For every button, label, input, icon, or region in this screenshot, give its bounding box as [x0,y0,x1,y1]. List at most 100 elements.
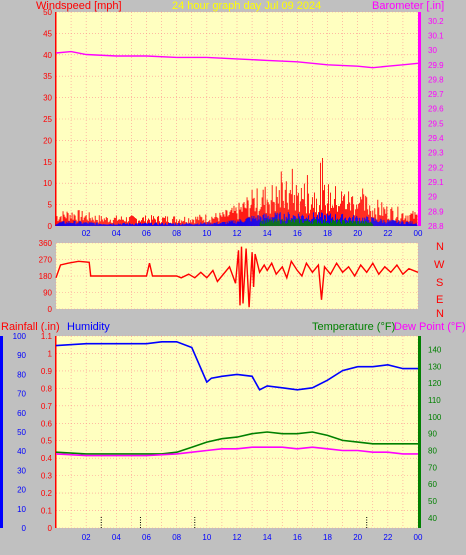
wind-y-tick-label: 5 [48,201,53,210]
temperature-x-tick-label: 22 [383,533,392,542]
direction-y-tick-label: 270 [39,256,53,265]
barometer-tick-label: 29.9 [428,61,444,70]
temperature-tick-label: 120 [428,379,442,388]
wind-x-tick-label: 00 [414,229,423,238]
barometer-tick-label: 30.1 [428,31,444,40]
humidity-axis-bar [0,336,3,528]
temperature-series [55,340,418,528]
barometer-tick-label: 30.2 [428,17,444,26]
humidity-tick-label: 50 [17,428,26,437]
direction-y-tick-label: 180 [39,272,53,281]
temperature-tick-label: 90 [428,430,437,439]
direction-line [55,246,419,308]
rainfall-tick-label: 0.7 [41,402,53,411]
humidity-tick-label: 100 [13,332,27,341]
windspeed-label: Windspeed [mph] [36,0,122,12]
temperature-x-tick-label: 02 [82,533,91,542]
humidity-tick-label: 70 [17,390,26,399]
compass-n-top: N [436,241,444,253]
direction-axes: 0 90 180 270 360 [39,239,53,314]
barometer-tick-label: 29.7 [428,90,444,99]
compass-e: E [436,294,443,306]
temperature-x-tick-label: 04 [112,533,121,542]
temperature-x-tick-label: 16 [293,533,302,542]
compass-n-bottom: N [436,308,444,320]
rainfall-tick-label: 0.3 [41,472,53,481]
temperature-tick-label: 50 [428,497,437,506]
humidity-tick-label: 10 [17,505,26,514]
compass-w: W [434,259,445,271]
chart-title: 24 hour graph day Jul 09 2024 [172,0,321,12]
wind-y-tick-label: 40 [43,51,52,60]
temperature-x-tick-label: 10 [202,533,211,542]
temperature-tick-label: 80 [428,447,437,456]
barometer-tick-label: 29.3 [428,149,444,158]
temperature-x-tick-label: 12 [233,533,242,542]
rainfall-tick-label: 1.1 [41,332,53,341]
barometer-label: Barometer [.in] [372,0,444,12]
temperature-line [55,431,418,455]
wind-series [55,50,419,226]
barometer-line [55,50,419,69]
wind-y-tick-label: 20 [43,136,52,145]
wind-y-tick-label: 45 [43,29,52,38]
wind-y-tick-label: 15 [43,158,52,167]
temperature-tick-label: 130 [428,362,442,371]
wind-y-tick-label: 25 [43,115,52,124]
wind-y-tick-label: 10 [43,179,52,188]
wind-x-tick-label: 06 [142,229,151,238]
rainfall-tick-label: 1 [48,349,53,358]
wind-x-tick-label: 12 [233,229,242,238]
wind-x-tick-label: 22 [383,229,392,238]
wind-x-tick-label: 16 [293,229,302,238]
barometer-tick-label: 29.4 [428,134,444,143]
wind-x-tick-label: 20 [353,229,362,238]
wind-x-tick-label: 04 [112,229,121,238]
humidity-tick-label: 0 [22,524,27,533]
rainfall-tick-label: 0.8 [41,384,53,393]
temperature-x-tick-label: 20 [353,533,362,542]
temperature-x-tick-label: 18 [323,533,332,542]
rainfall-tick-label: 0.9 [41,367,53,376]
barometer-tick-label: 30 [428,46,437,55]
barometer-tick-label: 29.1 [428,178,444,187]
wind-x-tick-label: 02 [82,229,91,238]
wind-y-tick-label: 30 [43,94,52,103]
wind-x-tick-label: 18 [323,229,332,238]
direction-y-tick-label: 0 [48,305,53,314]
wind-axes: 0 5 10 15 20 25 30 35 40 45 50 28.8 28.9 29 29.1 29.2 29… [43,8,444,238]
direction-y-tick-label: 90 [43,289,52,298]
direction-y-tick-label: 360 [39,239,53,248]
temperature-x-tick-label: 06 [142,533,151,542]
temperature-axes: 010203040506070809010000.10.20.30.40.50.… [13,332,442,542]
humidity-tick-label: 20 [17,486,26,495]
wind-y-tick-label: 35 [43,72,52,81]
humidity-label: Humidity [67,321,110,333]
rainfall-axis-bar [55,336,57,528]
temperature-axis-bar [418,336,421,528]
wind-y-tick-label: 0 [48,222,53,231]
humidity-tick-label: 90 [17,351,26,360]
humidity-tick-label: 40 [17,447,26,456]
wind-x-tick-label: 10 [202,229,211,238]
rainfall-tick-label: 0.1 [41,507,53,516]
rainfall-tick-label: 0.4 [41,454,53,463]
humidity-line [55,340,418,391]
wind-x-tick-label: 14 [263,229,272,238]
temperature-tick-label: 40 [428,514,437,523]
rainfall-tick-label: 0 [48,524,53,533]
wind-y-tick-label: 50 [43,8,52,17]
humidity-tick-label: 60 [17,409,26,418]
rainfall-label: Rainfall (.in) [1,321,60,333]
wind-x-tick-label: 08 [172,229,181,238]
barometer-tick-label: 29.6 [428,105,444,114]
temperature-x-tick-label: 14 [263,533,272,542]
barometer-tick-label: 28.8 [428,222,444,231]
dewpoint-line [55,446,418,457]
rainfall-tick-label: 0.6 [41,419,53,428]
barometer-tick-label: 29 [428,193,437,202]
direction-grid [55,242,419,310]
barometer-tick-label: 29.8 [428,75,444,84]
temperature-tick-label: 110 [428,396,441,405]
